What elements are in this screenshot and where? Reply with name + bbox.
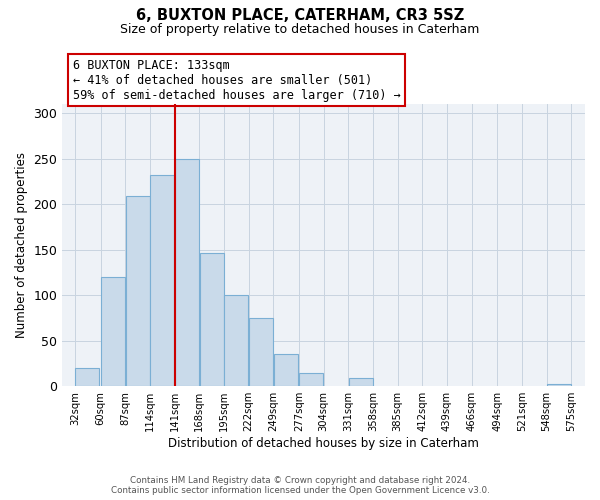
- Bar: [299, 372, 323, 386]
- Bar: [200, 252, 224, 386]
- Bar: [101, 277, 125, 386]
- Text: 6, BUXTON PLACE, CATERHAM, CR3 5SZ: 6, BUXTON PLACE, CATERHAM, CR3 5SZ: [136, 8, 464, 22]
- Bar: [175, 159, 199, 386]
- X-axis label: Distribution of detached houses by size in Caterham: Distribution of detached houses by size …: [168, 437, 479, 450]
- Y-axis label: Number of detached properties: Number of detached properties: [15, 152, 28, 338]
- Bar: [76, 368, 100, 386]
- Bar: [349, 378, 373, 386]
- Bar: [547, 384, 571, 386]
- Bar: [274, 354, 298, 386]
- Bar: [224, 296, 248, 386]
- Text: Size of property relative to detached houses in Caterham: Size of property relative to detached ho…: [121, 22, 479, 36]
- Bar: [249, 318, 273, 386]
- Bar: [126, 196, 149, 386]
- Bar: [151, 176, 175, 386]
- Text: 6 BUXTON PLACE: 133sqm
← 41% of detached houses are smaller (501)
59% of semi-de: 6 BUXTON PLACE: 133sqm ← 41% of detached…: [73, 58, 400, 102]
- Text: Contains HM Land Registry data © Crown copyright and database right 2024.
Contai: Contains HM Land Registry data © Crown c…: [110, 476, 490, 495]
